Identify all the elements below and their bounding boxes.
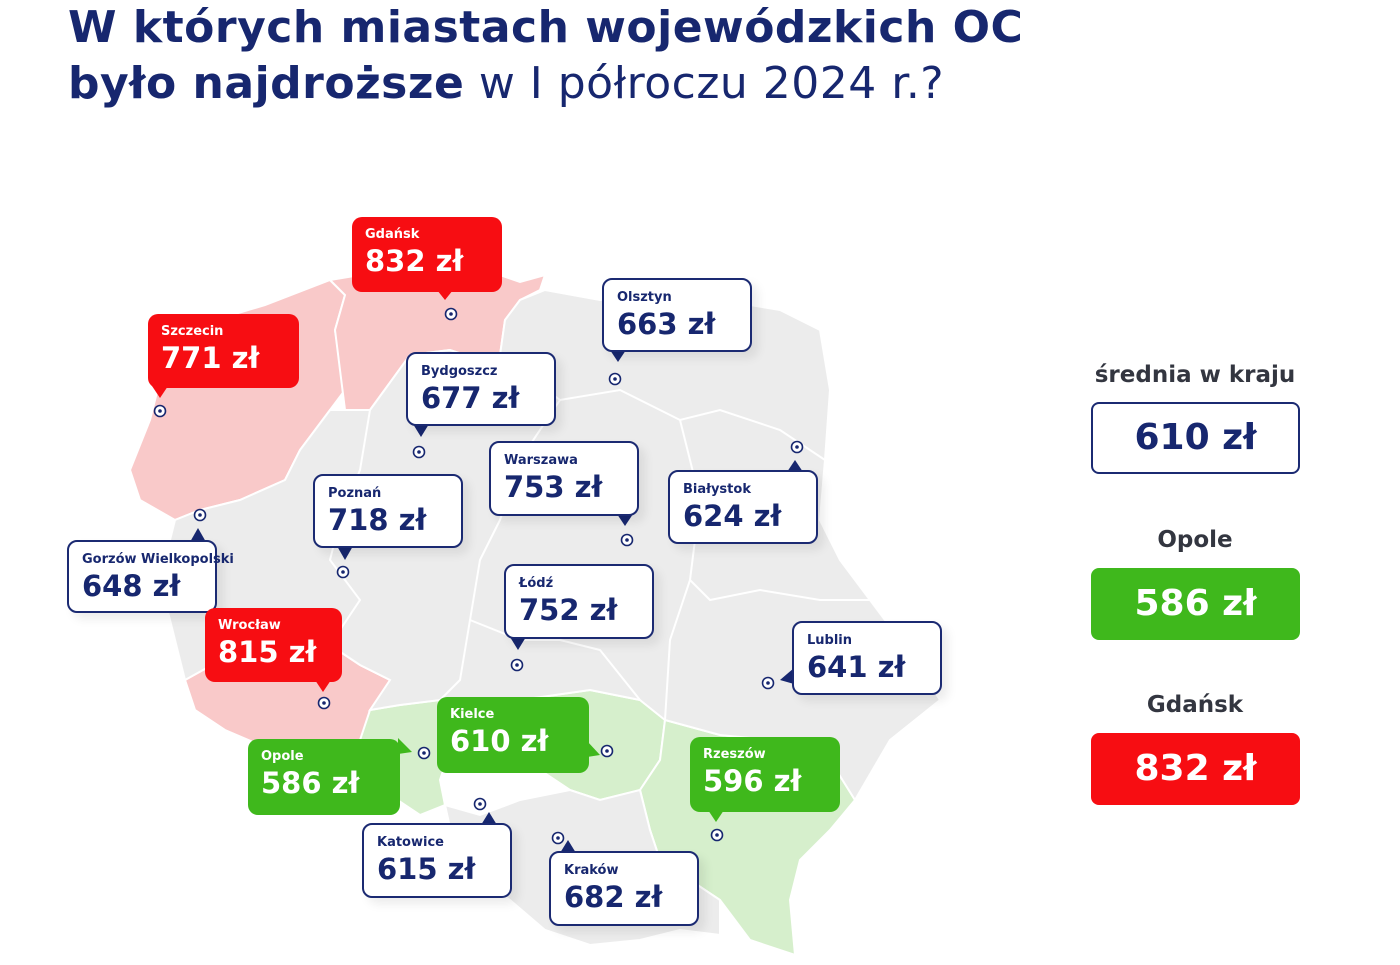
callout-price: 596 zł	[703, 764, 802, 798]
callout-rzeszow: Rzeszów 596 zł	[690, 737, 840, 812]
callout-price: 624 zł	[683, 499, 782, 533]
city-marker-katowice	[473, 797, 487, 811]
callout-kielce: Kielce 610 zł	[437, 697, 589, 773]
priciest-label: Gdańsk	[1146, 692, 1244, 718]
callout-olsztyn: Olsztyn 663 zł	[602, 278, 752, 352]
city-marker-szczecin	[153, 404, 167, 418]
callout-pointer-rzeszow	[708, 810, 724, 822]
callout-krakow: Kraków 682 zł	[549, 851, 699, 926]
city-marker-krakow	[551, 831, 565, 845]
callout-city-name: Gorzów Wielkopolski	[82, 552, 234, 567]
callout-price: 771 zł	[161, 341, 260, 375]
callout-city-name: Białystok	[683, 482, 751, 497]
callout-pointer-bialystok	[787, 460, 803, 472]
callout-price: 753 zł	[504, 470, 603, 504]
callout-lublin: Lublin 641 zł	[792, 621, 942, 695]
callout-city-name: Opole	[261, 749, 304, 764]
callout-city-name: Katowice	[377, 835, 444, 850]
city-marker-lodz	[510, 658, 524, 672]
callout-price: 752 zł	[519, 593, 618, 627]
average-value-box: 610 zł	[1091, 402, 1300, 474]
callout-price: 648 zł	[82, 569, 181, 603]
title-line-2-bold: było najdroższe	[68, 58, 465, 109]
callout-city-name: Kielce	[450, 707, 495, 722]
callout-price: 610 zł	[450, 724, 549, 758]
city-marker-gorzow	[193, 508, 207, 522]
callout-city-name: Bydgoszcz	[421, 364, 498, 379]
callout-pointer-gdansk	[437, 290, 453, 300]
cheapest-label: Opole	[1157, 527, 1233, 553]
callout-city-name: Lublin	[807, 633, 853, 648]
callout-pointer-lodz	[510, 637, 526, 650]
callout-price: 815 zł	[218, 635, 317, 669]
callout-price: 663 zł	[617, 307, 716, 341]
title-line-2-light: w I półroczu 2024 r.?	[464, 58, 945, 109]
page-title: W których miastach wojewódzkich OC było …	[68, 0, 1023, 112]
city-marker-bydgoszcz	[412, 445, 426, 459]
city-marker-kielce	[600, 744, 614, 758]
callout-city-name: Kraków	[564, 863, 619, 878]
callout-szczecin: Szczecin 771 zł	[148, 314, 299, 388]
callout-price: 682 zł	[564, 880, 663, 914]
city-marker-wroclaw	[317, 696, 331, 710]
city-markers	[152, 290, 804, 853]
callout-gorzow: Gorzów Wielkopolski 648 zł	[67, 540, 234, 613]
city-marker-gdansk	[444, 307, 458, 321]
callout-katowice: Katowice 615 zł	[362, 823, 512, 898]
callout-price: 641 zł	[807, 650, 906, 684]
callout-city-name: Poznań	[328, 486, 382, 501]
callout-opole: Opole 586 zł	[248, 739, 400, 815]
callout-city-name: Gdańsk	[365, 227, 420, 242]
callout-price: 615 zł	[377, 852, 476, 886]
cheapest-value-box: 586 zł	[1091, 568, 1300, 640]
callout-gdansk: Gdańsk 832 zł	[352, 217, 502, 292]
callout-price: 586 zł	[261, 766, 360, 800]
callout-pointer-katowice	[481, 812, 497, 825]
callout-city-name: Łódź	[519, 576, 554, 591]
callout-city-name: Szczecin	[161, 324, 224, 339]
callout-pointer-krakow	[560, 840, 576, 853]
callout-price: 718 zł	[328, 503, 427, 537]
callout-lodz: Łódź 752 zł	[504, 564, 654, 639]
callout-city-name: Wrocław	[218, 618, 281, 633]
callout-pointer-olsztyn	[610, 350, 626, 362]
city-marker-olsztyn	[608, 372, 622, 386]
callout-price: 677 zł	[421, 381, 520, 415]
callout-pointer-lublin	[780, 668, 794, 684]
callout-pointer-wroclaw	[315, 680, 331, 692]
callout-pointer-bydgoszcz	[413, 424, 429, 437]
callout-price: 832 zł	[365, 244, 464, 278]
title-line-1: W których miastach wojewódzkich OC	[68, 2, 1024, 53]
callout-pointer-poznan	[337, 546, 353, 560]
callout-pointer-szczecin	[152, 386, 168, 398]
city-marker-bialystok	[790, 440, 804, 454]
callout-pointer-warszawa	[617, 514, 633, 526]
city-marker-rzeszow	[710, 828, 724, 842]
callout-pointer-gorzow	[190, 528, 206, 542]
city-marker-poznan	[336, 565, 350, 579]
priciest-value-box: 832 zł	[1091, 733, 1300, 805]
callout-pointer-opole	[398, 738, 412, 754]
callout-bydgoszcz: Bydgoszcz 677 zł	[406, 352, 556, 426]
callout-city-name: Rzeszów	[703, 747, 766, 762]
callout-warszawa: Warszawa 753 zł	[489, 441, 639, 516]
city-marker-warszawa	[620, 533, 634, 547]
callout-pointer-kielce	[587, 741, 600, 757]
callout-wroclaw: Wrocław 815 zł	[205, 608, 342, 682]
average-label: średnia w kraju	[1094, 362, 1296, 388]
callout-bialystok: Białystok 624 zł	[668, 470, 818, 544]
city-marker-lublin	[761, 676, 775, 690]
city-marker-opole	[417, 746, 431, 760]
callout-city-name: Olsztyn	[617, 290, 672, 305]
callout-city-name: Warszawa	[504, 453, 578, 468]
callout-poznan: Poznań 718 zł	[313, 474, 463, 548]
